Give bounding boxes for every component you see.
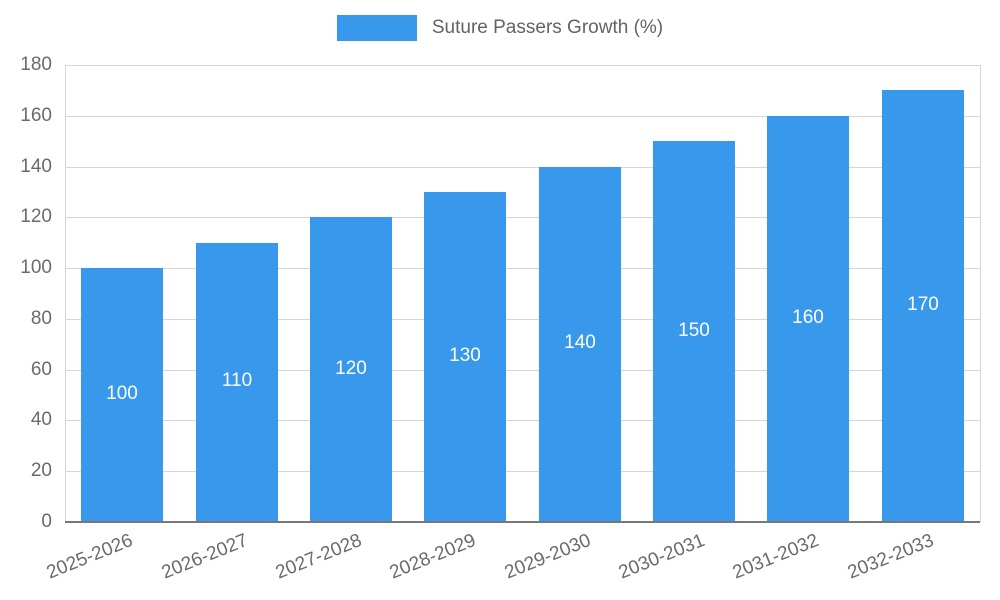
gridline [65,115,980,117]
gridline [65,65,980,66]
chart-legend: Suture Passers Growth (%) [0,15,1000,41]
bar-value-label: 170 [907,294,939,315]
y-tick-label: 20 [30,460,52,482]
plot-left-border [65,65,66,522]
gridline [65,471,980,473]
gridline [65,420,980,422]
y-tick-label: 40 [30,409,52,431]
bar-value-label: 140 [564,332,596,353]
x-tick-label: 2025-2026 [43,530,136,584]
y-tick-label: 0 [41,511,52,532]
bar-value-label: 150 [678,320,710,341]
bar[interactable] [81,268,163,522]
legend-swatch [336,15,417,41]
x-tick-label: 2028-2029 [386,530,479,584]
y-tick-label: 80 [30,307,52,329]
gridline [65,369,980,371]
bar[interactable] [653,141,735,522]
y-tick-label: 120 [20,206,52,228]
bar[interactable] [882,90,964,522]
x-tick-label: 2032-2033 [844,530,937,584]
bar[interactable] [539,166,621,522]
plot-right-border [980,65,981,522]
bar[interactable] [767,115,849,522]
x-tick-label: 2029-2030 [501,530,594,584]
gridline [65,268,980,270]
x-axis-baseline [65,521,980,523]
x-tick-label: 2026-2027 [158,530,251,584]
bar-value-label: 110 [221,370,253,391]
legend-label: Suture Passers Growth (%) [431,17,664,38]
y-tick-label: 100 [20,257,52,279]
bar[interactable] [424,191,506,522]
x-tick-label: 2027-2028 [272,530,365,584]
x-tick-label: 2030-2031 [615,530,708,584]
bar-value-label: 130 [449,345,481,366]
y-tick-label: 180 [20,54,52,75]
gridline [65,318,980,320]
bar[interactable] [196,242,278,522]
bar-value-label: 100 [106,383,138,404]
gridline [65,217,980,219]
y-tick-label: 60 [30,358,52,380]
x-tick-label: 2031-2032 [729,530,822,584]
bar[interactable] [310,217,392,522]
gridline [65,166,980,168]
bar-value-label: 160 [792,307,824,328]
y-tick-label: 140 [20,155,52,177]
y-tick-label: 160 [20,104,52,126]
bar-value-label: 120 [335,358,367,379]
